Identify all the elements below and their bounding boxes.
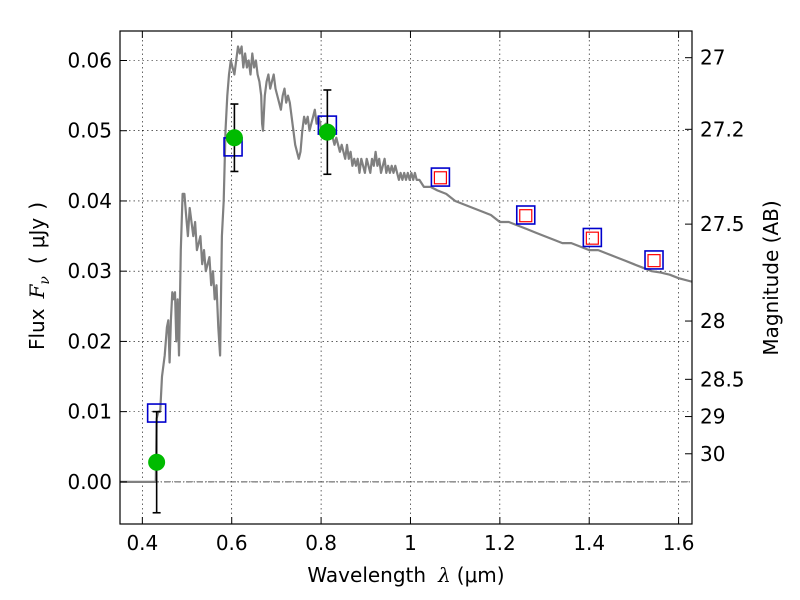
mag-tick-label: 28 xyxy=(700,309,725,333)
observed-photometry-point xyxy=(148,453,166,471)
reference-square xyxy=(647,254,661,268)
y-tick-label: 0.04 xyxy=(67,189,112,213)
mag-tick-label: 27.5 xyxy=(700,212,745,236)
model-photometry-square xyxy=(430,167,451,187)
x-axis-label-unit: (μm) xyxy=(457,563,505,587)
x-tick-label: 1 xyxy=(404,531,417,555)
reference-square xyxy=(585,231,599,245)
x-tick-label: 1.2 xyxy=(484,531,516,555)
y-tick-label: 0.00 xyxy=(67,470,112,494)
y-tick-label: 0.03 xyxy=(67,259,112,283)
observed-photometry-point xyxy=(318,123,336,141)
grid xyxy=(120,31,692,524)
y-axis-label-text: Flux xyxy=(25,308,49,350)
y-axis-label-paren-close: ) xyxy=(25,202,49,210)
y-tick-label: 0.02 xyxy=(67,329,112,353)
x-axis-label-text: Wavelength xyxy=(307,563,426,587)
model-photometry-square xyxy=(644,250,664,270)
y2-axis-label: Magnitude (AB) xyxy=(759,200,783,355)
x-tick-label: 0.6 xyxy=(216,531,248,555)
y-tick-label: 0.06 xyxy=(67,48,112,72)
mag-tick-label: 27.2 xyxy=(700,117,745,141)
x-axis-label-symbol: λ xyxy=(437,563,451,587)
y-axis-label-symbol: F xyxy=(25,283,49,299)
reference-square xyxy=(433,171,448,185)
y-axis-label-unit: μJy xyxy=(25,218,49,249)
y-tick-label: 0.05 xyxy=(67,119,112,143)
plot-frame xyxy=(119,30,693,525)
reference-square xyxy=(519,209,533,223)
axis-ticks xyxy=(120,31,692,524)
observed-photometry-point xyxy=(225,129,243,147)
x-tick-label: 0.4 xyxy=(126,531,158,555)
model-photometry-square xyxy=(582,227,603,248)
mag-tick-label: 27 xyxy=(700,46,725,70)
y-axis-label: Flux Fν ( μJy) xyxy=(25,202,53,350)
model-photometry-square xyxy=(515,205,536,225)
x-axis-label: Wavelength λ (μm) xyxy=(307,563,504,587)
mag-tick-label: 28.5 xyxy=(700,367,745,391)
x-tick-label: 1.4 xyxy=(573,531,605,555)
mag-tick-label: 30 xyxy=(700,442,725,466)
y-axis-label-subscript: ν xyxy=(37,276,53,285)
axis-tick-labels: 0.4 0.6 0.8 1 1.2 1.4 1.6 0.00 0.01 0.02 0.03 0.04 0… xyxy=(67,46,744,555)
y-tick-label: 0.01 xyxy=(67,400,112,424)
mag-tick-label: 29 xyxy=(700,405,725,429)
model-spectrum-line xyxy=(120,45,692,483)
plot-clip-group xyxy=(120,45,692,514)
x-tick-label: 0.8 xyxy=(305,531,337,555)
y-axis-label-paren-open: ( xyxy=(25,256,49,264)
x-tick-label: 1.6 xyxy=(663,531,695,555)
series-layer xyxy=(120,45,692,514)
